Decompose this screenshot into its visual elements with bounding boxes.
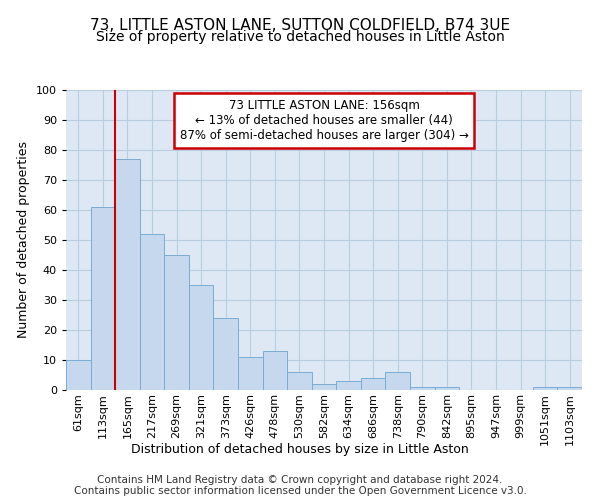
Text: Contains public sector information licensed under the Open Government Licence v3: Contains public sector information licen…: [74, 486, 526, 496]
Bar: [361, 378, 385, 390]
Bar: [164, 255, 189, 390]
Bar: [557, 387, 582, 390]
Text: Distribution of detached houses by size in Little Aston: Distribution of detached houses by size …: [131, 442, 469, 456]
Text: 73 LITTLE ASTON LANE: 156sqm
← 13% of detached houses are smaller (44)
87% of se: 73 LITTLE ASTON LANE: 156sqm ← 13% of de…: [179, 99, 469, 142]
Y-axis label: Number of detached properties: Number of detached properties: [17, 142, 31, 338]
Bar: [336, 381, 361, 390]
Bar: [287, 372, 312, 390]
Text: 73, LITTLE ASTON LANE, SUTTON COLDFIELD, B74 3UE: 73, LITTLE ASTON LANE, SUTTON COLDFIELD,…: [90, 18, 510, 32]
Bar: [238, 357, 263, 390]
Bar: [115, 159, 140, 390]
Bar: [214, 318, 238, 390]
Bar: [434, 387, 459, 390]
Bar: [263, 351, 287, 390]
Text: Contains HM Land Registry data © Crown copyright and database right 2024.: Contains HM Land Registry data © Crown c…: [97, 475, 503, 485]
Bar: [140, 234, 164, 390]
Bar: [385, 372, 410, 390]
Bar: [533, 387, 557, 390]
Text: Size of property relative to detached houses in Little Aston: Size of property relative to detached ho…: [95, 30, 505, 44]
Bar: [66, 360, 91, 390]
Bar: [312, 384, 336, 390]
Bar: [91, 207, 115, 390]
Bar: [410, 387, 434, 390]
Bar: [189, 285, 214, 390]
